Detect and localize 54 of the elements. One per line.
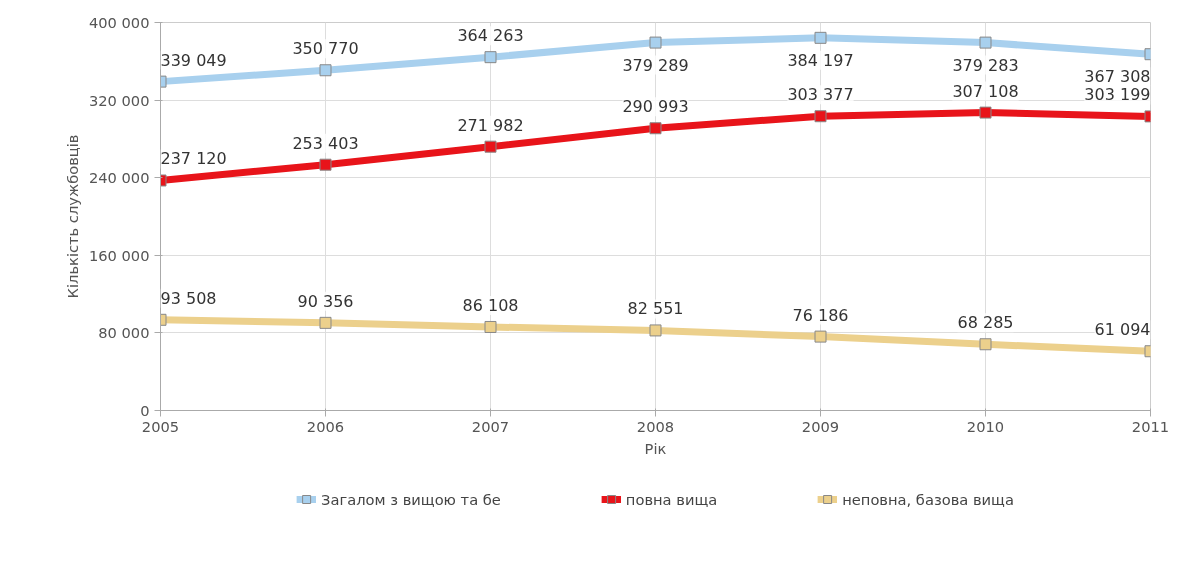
point — [649, 324, 662, 337]
data-label: 379 289 — [622, 55, 689, 75]
point — [484, 140, 497, 153]
x-tick-label: 2010 — [966, 417, 1005, 435]
data-label: 271 982 — [457, 115, 524, 135]
x-tick-label: 2011 — [1131, 417, 1170, 435]
point — [319, 158, 332, 171]
data-label: 379 283 — [952, 55, 1019, 75]
data-label: 339 049 — [160, 50, 227, 70]
y-tick-label: 240 000 — [88, 169, 150, 187]
data-label: 237 120 — [160, 149, 227, 169]
data-label: 253 403 — [292, 133, 359, 153]
point — [484, 320, 497, 333]
y-tick-label: 400 000 — [88, 14, 150, 31]
data-label: 93 508 — [160, 288, 217, 308]
legend-label: Загалом з вищою та бе — [321, 490, 501, 508]
point — [814, 110, 827, 123]
x-tick-label: 2007 — [471, 417, 510, 435]
x-tick-label: 2005 — [141, 417, 180, 435]
point — [319, 316, 332, 329]
data-label: 290 993 — [622, 97, 689, 117]
data-label: 303 199 — [1084, 85, 1151, 105]
y-axis-title: Кількість службовців — [63, 134, 81, 299]
y-tick-label: 320 000 — [88, 91, 150, 109]
x-tick-label: 2009 — [801, 417, 840, 435]
data-label: 307 108 — [952, 81, 1019, 101]
point — [814, 31, 827, 44]
x-tick-label: 2006 — [306, 417, 345, 435]
point — [319, 64, 332, 77]
point — [649, 122, 662, 135]
y-tick-label: 80 000 — [98, 324, 150, 342]
y-tick-label: 0 — [140, 402, 150, 419]
data-label: 384 197 — [787, 50, 854, 70]
data-label: 86 108 — [462, 295, 519, 315]
legend-label: повна вища — [625, 490, 718, 508]
point — [484, 51, 497, 64]
data-label: 303 377 — [787, 85, 854, 105]
data-label: 90 356 — [297, 291, 354, 311]
data-label: 82 551 — [627, 299, 684, 319]
point — [814, 330, 827, 343]
x-tick-label: 2008 — [636, 417, 675, 435]
data-label: 68 285 — [957, 313, 1014, 333]
data-label: 76 186 — [792, 305, 849, 325]
point — [649, 36, 662, 49]
data-label: 364 263 — [457, 26, 524, 46]
data-label: 350 770 — [292, 39, 359, 59]
legend-label: неповна, базова вища — [842, 490, 1014, 508]
data-label: 61 094 — [1094, 320, 1151, 340]
point — [979, 36, 992, 49]
y-tick-label: 160 000 — [88, 246, 150, 264]
x-axis-title: Рік — [644, 439, 667, 457]
data-label: 367 308 — [1084, 67, 1151, 87]
point — [979, 338, 992, 351]
point — [979, 106, 992, 119]
